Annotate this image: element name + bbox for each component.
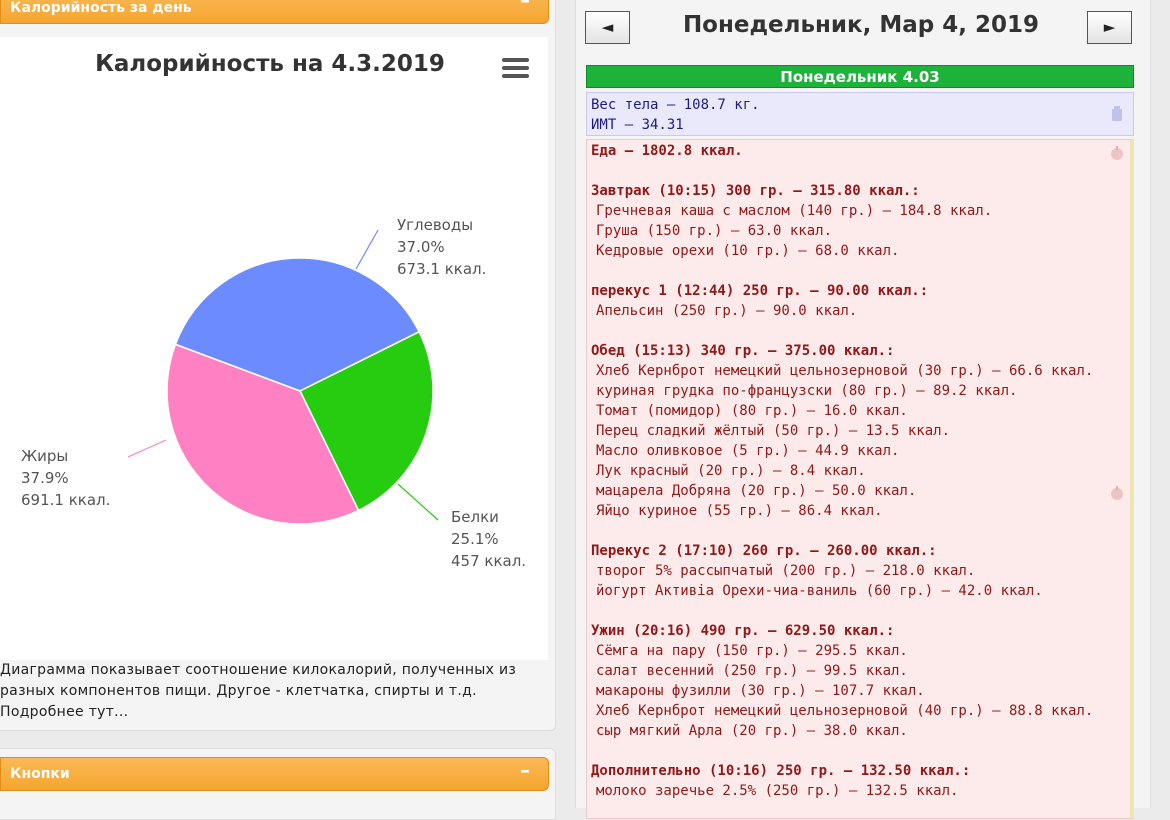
food-box: Еда — 1802.8 ккал. Завтрак (10:15) 300 г… bbox=[586, 139, 1134, 819]
pie-slice[interactable] bbox=[166, 343, 360, 525]
pie-label: Жиры bbox=[21, 447, 68, 465]
pie-label: Углеводы bbox=[397, 216, 473, 234]
meal-spacer bbox=[591, 601, 1126, 621]
pie-label: 457 ккал. bbox=[451, 552, 526, 570]
meal-title[interactable]: Перекус 2 (17:10) 260 гр. — 260.00 ккал.… bbox=[591, 543, 937, 559]
next-day-button[interactable]: ► bbox=[1087, 11, 1132, 44]
apple-icon[interactable] bbox=[1109, 485, 1125, 501]
left-column: Калорийность за день – Калорийность на 4… bbox=[0, 0, 557, 820]
meal-title[interactable]: Ужин (20:16) 490 гр. — 629.50 ккал.: bbox=[591, 623, 895, 639]
meal-spacer bbox=[591, 321, 1126, 341]
date-title: Понедельник, Мар 4, 2019 bbox=[682, 12, 1040, 38]
meal-item[interactable]: Томат (помидор) (80 гр.) — 16.0 ккал. bbox=[596, 403, 908, 419]
meal-item[interactable]: куриная грудка по-французски (80 гр.) — … bbox=[596, 383, 1018, 399]
meal-item[interactable]: творог 5% рассыпчатый (200 гр.) — 218.0 … bbox=[596, 563, 976, 579]
meal-item[interactable]: молоко заречье 2.5% (250 гр.) — 132.5 кк… bbox=[596, 783, 959, 799]
pie-connector-line bbox=[397, 483, 439, 521]
bmi-line: ИМТ — 34.31 bbox=[591, 117, 684, 133]
meal-title[interactable]: Обед (15:13) 340 гр. — 375.00 ккал.: bbox=[591, 343, 895, 359]
calories-panel-header[interactable]: Калорийность за день – bbox=[0, 0, 549, 24]
chart-note: Диаграмма показывает соотношение килокал… bbox=[0, 662, 517, 720]
day-content: Понедельник 4.03 Вес тела — 108.7 кг. ИМ… bbox=[586, 65, 1134, 819]
pie-chart: Углеводы 37.0% 673.1 ккал. Белки 25.1% 457 кк… bbox=[21, 216, 526, 570]
meal-title[interactable]: Дополнительно (10:16) 250 гр. — 132.50 к… bbox=[591, 763, 971, 779]
pie-label: 25.1% bbox=[451, 530, 499, 548]
chart-menu-icon[interactable] bbox=[502, 58, 529, 80]
meal-spacer bbox=[591, 741, 1126, 761]
meal-item[interactable]: йогурт Активіа Орехи-чиа-ваниль (60 гр.)… bbox=[596, 583, 1043, 599]
meal-item[interactable]: Груша (150 гр.) — 63.0 ккал. bbox=[596, 223, 833, 239]
meal-item[interactable]: Перец сладкий жёлтый (50 гр.) — 13.5 кка… bbox=[596, 423, 951, 439]
meal-title[interactable]: Завтрак (10:15) 300 гр. — 315.80 ккал.: bbox=[591, 183, 920, 199]
minimize-icon[interactable]: – bbox=[520, 758, 530, 782]
weight-line: Вес тела — 108.7 кг. bbox=[591, 97, 760, 113]
pie-connector-line bbox=[127, 439, 167, 458]
buttons-panel-header[interactable]: Кнопки – bbox=[0, 757, 549, 791]
calories-panel-title: Калорийность за день bbox=[10, 0, 192, 16]
meal-item[interactable]: Масло оливковое (5 гр.) — 44.9 ккал. bbox=[596, 443, 900, 459]
food-total: Еда — 1802.8 ккал. bbox=[591, 143, 743, 159]
weight-box: Вес тела — 108.7 кг. ИМТ — 34.31 bbox=[586, 92, 1134, 136]
meal-item[interactable]: салат весенний (250 гр.) — 99.5 ккал. bbox=[596, 663, 908, 679]
meal-title[interactable]: перекус 1 (12:44) 250 гр. — 90.00 ккал.: bbox=[591, 283, 929, 299]
meal-item[interactable]: Лук красный (20 гр.) — 8.4 ккал. bbox=[596, 463, 866, 479]
pie-label: 37.9% bbox=[21, 469, 69, 487]
pie-slice[interactable] bbox=[174, 257, 421, 392]
pie-slice[interactable] bbox=[298, 330, 434, 512]
meal-item[interactable]: Яйцо куриное (55 гр.) — 86.4 ккал. bbox=[596, 503, 883, 519]
meal-item[interactable]: Апельсин (250 гр.) — 90.0 ккал. bbox=[596, 303, 858, 319]
pie-label: 673.1 ккал. bbox=[397, 260, 486, 278]
meal-item[interactable]: сыр мягкий Арла (20 гр.) — 38.0 ккал. bbox=[596, 723, 908, 739]
pie-label: Белки bbox=[451, 508, 499, 526]
meal-item[interactable]: Хлеб Кернброт немецкий цельнозерновой (4… bbox=[596, 703, 1094, 719]
pie-label: 37.0% bbox=[397, 238, 445, 256]
prev-day-button[interactable]: ◄ bbox=[585, 11, 630, 44]
meal-item[interactable]: макароны фузилли (30 гр.) — 107.7 ккал. bbox=[596, 683, 925, 699]
minimize-icon[interactable]: – bbox=[520, 0, 530, 12]
meals-list: Завтрак (10:15) 300 гр. — 315.80 ккал.: Г… bbox=[591, 161, 1126, 801]
meal-spacer bbox=[591, 521, 1126, 541]
meal-item[interactable]: Кедровые орехи (10 гр.) — 68.0 ккал. bbox=[596, 243, 900, 259]
meal-item[interactable]: Сёмга на пару (150 гр.) — 295.5 ккал. bbox=[596, 643, 908, 659]
chart-area: Калорийность на 4.3.2019 Углеводы 37.0% 67… bbox=[0, 37, 548, 660]
buttons-panel-title: Кнопки bbox=[10, 766, 70, 782]
pie-connector-line bbox=[355, 229, 379, 270]
scale-icon[interactable] bbox=[1110, 106, 1124, 122]
apple-icon[interactable] bbox=[1109, 145, 1125, 161]
meal-item[interactable]: мацарела Добряна (20 гр.) — 50.0 ккал. bbox=[596, 483, 917, 499]
meal-item[interactable]: Хлеб Кернброт немецкий цельнозерновой (3… bbox=[596, 363, 1094, 379]
meal-spacer bbox=[591, 161, 1126, 181]
right-column: ◄ Понедельник, Мар 4, 2019 ► Понедельник… bbox=[575, 0, 1151, 819]
pie-label: 691.1 ккал. bbox=[21, 491, 110, 509]
chart-title: Калорийность на 4.3.2019 bbox=[95, 51, 445, 77]
day-header: Понедельник 4.03 bbox=[586, 65, 1134, 88]
meal-item[interactable]: Гречневая каша с маслом (140 гр.) — 184.… bbox=[596, 203, 993, 219]
meal-spacer bbox=[591, 261, 1126, 281]
